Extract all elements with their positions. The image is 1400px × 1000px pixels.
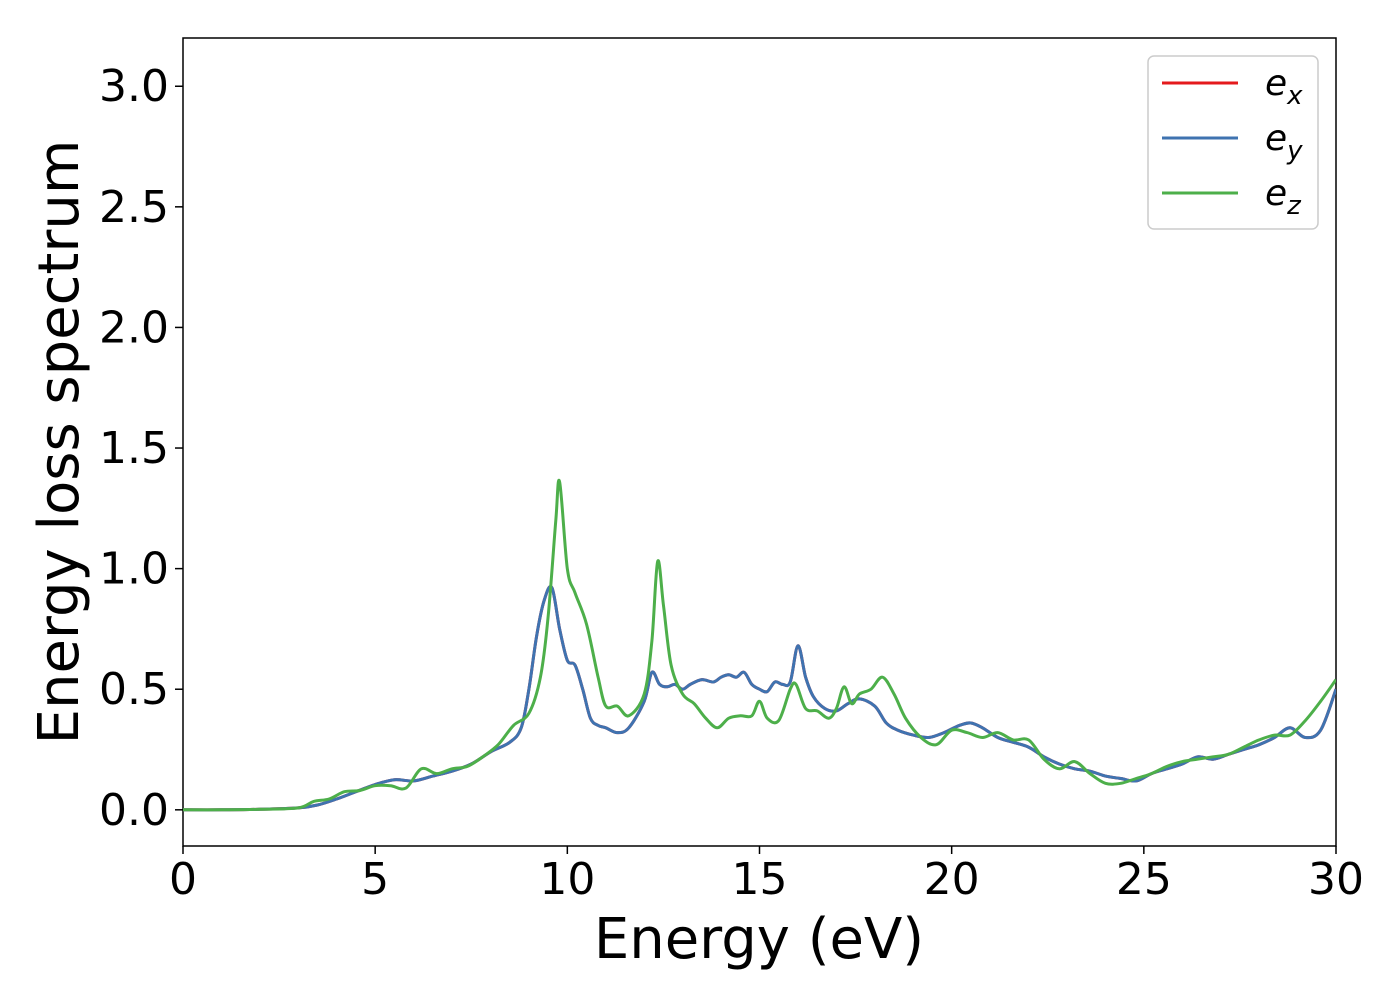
series-lines — [183, 478, 1336, 812]
x-tick-label: 30 — [1308, 854, 1364, 905]
y-tick-label: 0.0 — [99, 785, 169, 836]
y-tick-label: 0.5 — [99, 664, 169, 715]
x-axis-ticks: 0 5 10 15 20 25 30 — [169, 846, 1364, 905]
x-tick-label: 0 — [169, 854, 197, 905]
y-tick-label: 1.0 — [99, 544, 169, 595]
plot-area — [182, 37, 1337, 847]
x-tick-label: 5 — [361, 854, 389, 905]
y-axis-label: Energy loss spectrum — [27, 140, 92, 745]
legend-box — [1147, 55, 1319, 230]
x-tick-label: 10 — [539, 854, 595, 905]
x-tick-label: 15 — [732, 854, 788, 905]
x-axis-label: Energy (eV) — [594, 907, 924, 972]
legend-label-x: ex — [1265, 63, 1303, 111]
x-tick-label: 20 — [924, 854, 980, 905]
y-axis-ticks: 0.0 0.5 1.0 1.5 2.0 2.5 3.0 — [99, 61, 183, 836]
y-tick-label: 3.0 — [99, 61, 169, 112]
y-tick-label: 2.5 — [99, 182, 169, 233]
series-line-z — [183, 478, 1336, 812]
legend-label-y: ey — [1265, 118, 1303, 166]
series-line-y — [183, 585, 1336, 812]
y-tick-label: 2.0 — [99, 302, 169, 353]
legend: ex ey ez — [1147, 55, 1319, 230]
x-tick-label: 25 — [1116, 854, 1172, 905]
y-tick-label: 1.5 — [99, 423, 169, 474]
legend-label-z: ez — [1265, 173, 1302, 221]
